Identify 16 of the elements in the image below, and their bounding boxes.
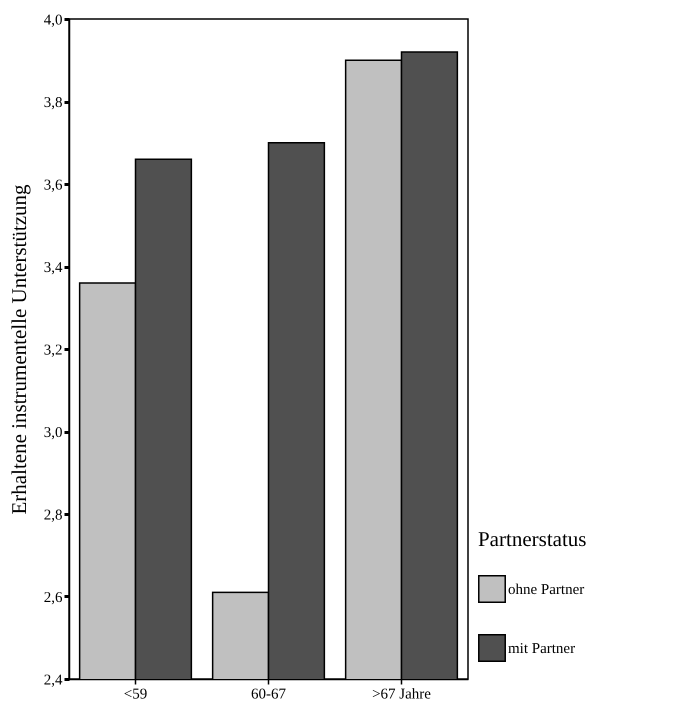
y-tick-label: 4,0 <box>44 12 62 28</box>
y-tick-label: 3,2 <box>44 342 62 358</box>
y-tick-label: 3,4 <box>44 260 63 276</box>
legend-label: ohne Partner <box>508 582 584 598</box>
y-tick-label: 3,6 <box>44 178 63 194</box>
legend-label: mit Partner <box>508 641 576 657</box>
y-tick-label: 2,6 <box>44 590 63 606</box>
y-tick-label: 2,8 <box>44 508 62 524</box>
y-tick-label: 2,4 <box>44 672 63 688</box>
y-tick-label: 3,8 <box>44 95 62 111</box>
x-tick-label: >67 Jahre <box>372 686 432 702</box>
y-axis-title: Erhaltene instrumentelle Unterstützung <box>6 184 31 515</box>
x-tick-label: <59 <box>124 686 148 702</box>
y-tick-label: 3,0 <box>44 425 62 441</box>
legend-title: Partnerstatus <box>478 527 586 551</box>
x-tick-label: 60-67 <box>251 686 286 702</box>
